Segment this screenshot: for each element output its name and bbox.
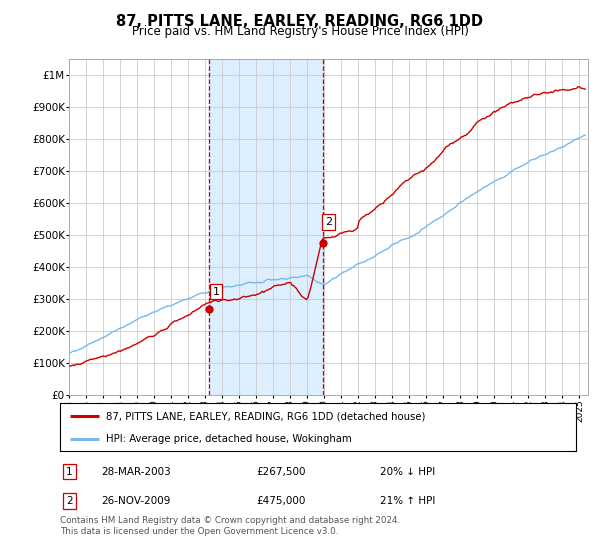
- Text: HPI: Average price, detached house, Wokingham: HPI: Average price, detached house, Woki…: [106, 434, 352, 444]
- Text: 2: 2: [66, 496, 73, 506]
- Text: Price paid vs. HM Land Registry's House Price Index (HPI): Price paid vs. HM Land Registry's House …: [131, 25, 469, 38]
- Text: Contains HM Land Registry data © Crown copyright and database right 2024.
This d: Contains HM Land Registry data © Crown c…: [60, 516, 400, 536]
- Text: 21% ↑ HPI: 21% ↑ HPI: [380, 496, 435, 506]
- Text: 20% ↓ HPI: 20% ↓ HPI: [380, 466, 435, 477]
- Text: £267,500: £267,500: [256, 466, 305, 477]
- Text: 28-MAR-2003: 28-MAR-2003: [101, 466, 171, 477]
- Text: 26-NOV-2009: 26-NOV-2009: [101, 496, 170, 506]
- Text: 1: 1: [212, 287, 220, 297]
- Text: 87, PITTS LANE, EARLEY, READING, RG6 1DD (detached house): 87, PITTS LANE, EARLEY, READING, RG6 1DD…: [106, 411, 426, 421]
- Text: £475,000: £475,000: [256, 496, 305, 506]
- Text: 2: 2: [325, 217, 332, 227]
- Text: 87, PITTS LANE, EARLEY, READING, RG6 1DD: 87, PITTS LANE, EARLEY, READING, RG6 1DD: [116, 14, 484, 29]
- Bar: [209, 59, 323, 395]
- Text: 1: 1: [66, 466, 73, 477]
